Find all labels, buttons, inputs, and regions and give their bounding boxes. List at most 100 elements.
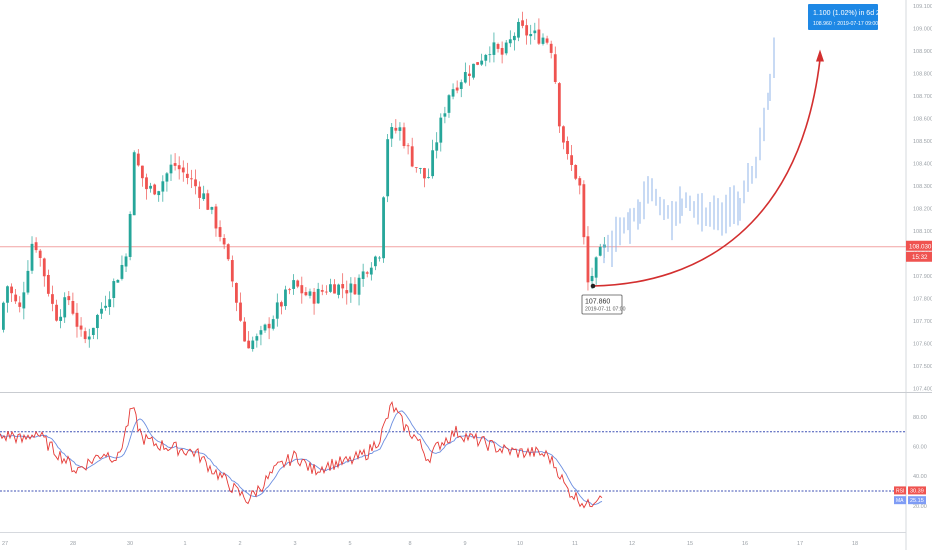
- candle: [529, 24, 533, 45]
- candle: [140, 165, 144, 187]
- candle: [406, 143, 410, 155]
- candle: [578, 175, 582, 195]
- countdown-value: 15:32: [912, 254, 928, 261]
- time-tick-label: 12: [629, 541, 635, 547]
- candle: [300, 276, 304, 304]
- candle: [574, 164, 578, 181]
- candle: [369, 262, 373, 281]
- candle: [533, 22, 537, 40]
- low-time-label: 2019-07-11 07:00: [585, 307, 626, 313]
- candle: [214, 203, 218, 237]
- price-pane[interactable]: 107.860 2019-07-11 07:00 1.100 (1.02%) i…: [0, 4, 906, 352]
- candle: [218, 220, 222, 242]
- time-tick-label: 2: [238, 541, 241, 547]
- time-tick-label: 15: [687, 541, 693, 547]
- candle: [91, 327, 95, 340]
- candle: [149, 182, 152, 193]
- price-tick-label: 108.500: [913, 139, 932, 145]
- candle: [566, 136, 569, 160]
- candle: [410, 137, 414, 168]
- candle: [271, 315, 275, 331]
- candle: [124, 253, 128, 272]
- time-axis[interactable]: 27 28 30 1 2 3 5 8 9 10 11 12 15 16 17 18: [2, 541, 858, 547]
- candle: [517, 18, 520, 42]
- candle: [488, 46, 492, 63]
- candle: [500, 41, 504, 64]
- candle: [459, 79, 463, 98]
- candle: [582, 180, 586, 245]
- candle: [161, 175, 165, 202]
- candle: [251, 336, 255, 352]
- candle: [439, 113, 443, 152]
- projection-arrow: [592, 59, 821, 287]
- candle: [136, 149, 140, 167]
- candle: [14, 289, 18, 304]
- candle: [194, 169, 197, 195]
- candle: [357, 274, 361, 306]
- candle: [132, 150, 136, 216]
- candle: [75, 303, 79, 338]
- candle: [116, 279, 120, 283]
- rsi-axis[interactable]: 80.00 60.00 40.00 20.00: [913, 415, 927, 510]
- candle: [402, 122, 406, 149]
- rsi-ma-line: [0, 410, 603, 506]
- candle: [284, 285, 287, 310]
- candle: [455, 80, 459, 94]
- candle: [492, 32, 496, 63]
- candle: [59, 309, 63, 329]
- candle: [549, 40, 553, 59]
- time-tick-label: 27: [2, 541, 8, 547]
- price-tick-label: 108.600: [913, 117, 932, 123]
- candle: [71, 292, 75, 316]
- candle: [414, 167, 418, 173]
- candle: [239, 292, 242, 322]
- candle: [177, 156, 181, 180]
- candle: [10, 283, 13, 302]
- candle: [230, 255, 234, 288]
- candle: [79, 317, 83, 337]
- low-price-callout: 107.860 2019-07-11 07:00: [581, 294, 626, 315]
- candle: [386, 134, 390, 203]
- candle: [553, 46, 557, 84]
- candle: [431, 139, 435, 179]
- candlestick-series: [2, 11, 606, 352]
- candle: [341, 273, 345, 299]
- candle: [63, 292, 67, 323]
- candle: [190, 169, 193, 189]
- candle: [255, 333, 259, 348]
- price-tick-label: 108.400: [913, 162, 932, 168]
- candle: [247, 331, 251, 349]
- candle: [390, 123, 394, 147]
- candle: [87, 328, 91, 348]
- rsi-pane[interactable]: [0, 400, 906, 509]
- candle: [324, 285, 328, 295]
- time-tick-label: 9: [463, 541, 466, 547]
- price-axis[interactable]: 109.100 109.000 108.900 108.800 108.700 108.6…: [913, 4, 932, 393]
- candle: [320, 284, 324, 296]
- candle: [562, 125, 565, 150]
- time-tick-label: 1: [183, 541, 186, 547]
- candle: [18, 296, 22, 313]
- price-tick-label: 108.800: [913, 72, 932, 78]
- candle: [259, 325, 263, 346]
- candle: [476, 61, 479, 66]
- arrow-head-icon: [816, 49, 824, 62]
- candle: [316, 282, 320, 304]
- price-tick-label: 108.300: [913, 184, 932, 190]
- price-tick-label: 108.200: [913, 207, 932, 213]
- candle: [153, 183, 157, 196]
- candle: [55, 299, 58, 322]
- ma-value: 25.15: [910, 498, 924, 504]
- projection-bars: [603, 37, 775, 267]
- time-tick-label: 28: [70, 541, 76, 547]
- price-tick-label: 107.700: [913, 319, 932, 325]
- candle: [484, 53, 488, 67]
- rsi-tick-label: 20.00: [913, 504, 927, 510]
- price-tick-label: 108.700: [913, 94, 932, 100]
- candle: [353, 277, 357, 296]
- candle: [165, 171, 169, 192]
- candle: [304, 287, 308, 297]
- candle: [337, 283, 341, 299]
